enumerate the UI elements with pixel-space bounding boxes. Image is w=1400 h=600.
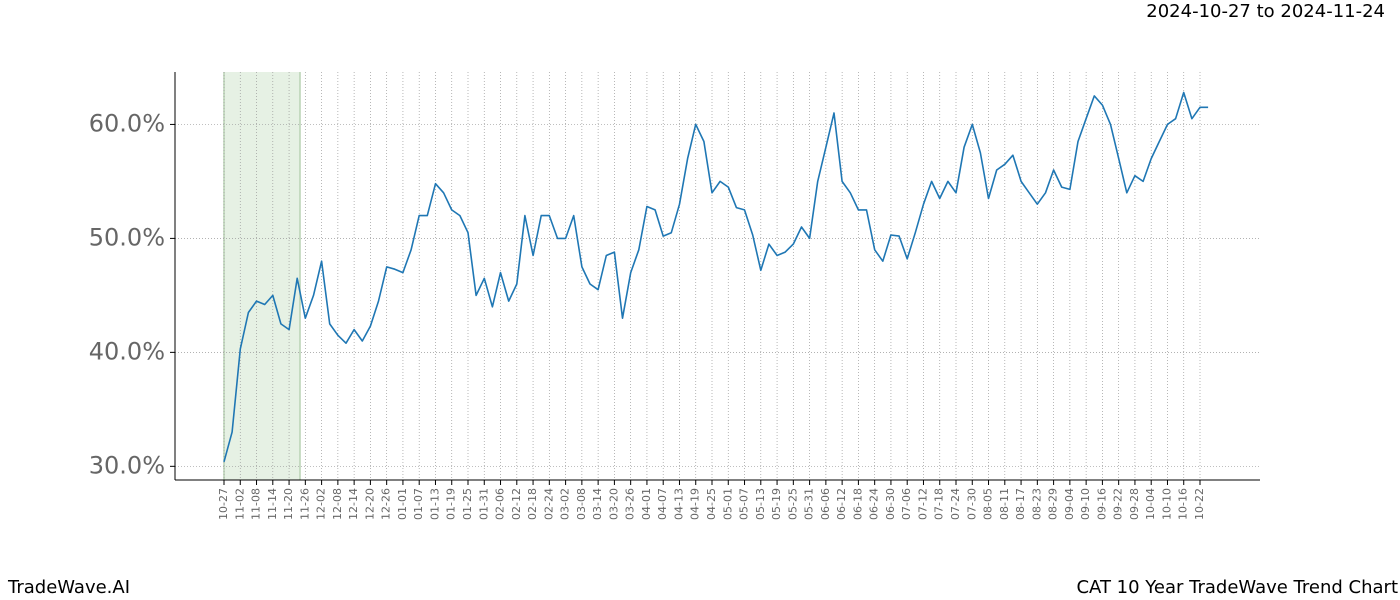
x-tick-label: 02-06 (494, 488, 507, 520)
y-tick-label: 50.0% (89, 223, 165, 251)
x-tick-label: 12-08 (331, 488, 344, 520)
x-tick-label: 05-25 (786, 488, 799, 520)
watermark: TradeWave.AI (7, 577, 130, 598)
y-tick-label: 40.0% (89, 337, 165, 365)
x-tick-label: 07-06 (900, 488, 913, 520)
x-tick-label: 08-11 (998, 488, 1011, 520)
x-tick-label: 12-14 (347, 488, 360, 520)
x-tick-label: 11-26 (298, 488, 311, 520)
x-tick-label: 06-18 (851, 488, 864, 520)
x-tick-label: 03-08 (575, 488, 588, 520)
y-tick-label: 30.0% (89, 451, 165, 479)
x-tick-label: 01-25 (461, 488, 474, 520)
x-tick-label: 01-19 (445, 488, 458, 520)
x-tick-label: 03-14 (591, 488, 604, 520)
highlight-range (224, 72, 300, 480)
x-tick-label: 12-26 (380, 488, 393, 520)
trend-line (223, 91, 1209, 463)
x-tick-label: 09-16 (1095, 488, 1108, 520)
x-tick-label: 09-04 (1063, 488, 1076, 520)
x-tick-label: 07-12 (916, 488, 929, 520)
x-tick-label: 02-24 (542, 488, 555, 520)
x-tick-label: 01-01 (396, 488, 409, 520)
x-tick-label: 06-12 (835, 488, 848, 520)
x-tick-label: 01-31 (477, 488, 490, 520)
x-tick-label: 02-12 (510, 488, 523, 520)
x-tick-label: 10-27 (217, 488, 230, 520)
x-tick-label: 11-02 (233, 488, 246, 520)
date-range: 2024-10-27 to 2024-11-24 (1146, 1, 1385, 22)
chart-title: CAT 10 Year TradeWave Trend Chart (1076, 577, 1398, 598)
x-tick-label: 01-13 (428, 488, 441, 520)
x-tick-label: 10-10 (1160, 488, 1173, 520)
x-tick-label: 07-24 (949, 488, 962, 520)
y-tick-label: 60.0% (89, 109, 165, 137)
x-tick-label: 09-22 (1112, 488, 1125, 520)
x-tick-label: 05-31 (803, 488, 816, 520)
x-tick-label: 10-04 (1144, 488, 1157, 520)
x-tick-label: 05-01 (721, 488, 734, 520)
x-tick-label: 06-24 (868, 488, 881, 520)
x-tick-label: 08-29 (1047, 488, 1060, 520)
x-tick-label: 11-08 (250, 488, 263, 520)
x-tick-label: 06-06 (819, 488, 832, 520)
x-tick-label: 04-07 (656, 488, 669, 520)
x-tick-label: 09-28 (1128, 488, 1141, 520)
x-tick-label: 03-26 (624, 488, 637, 520)
x-tick-label: 05-13 (754, 488, 767, 520)
x-tick-label: 12-20 (363, 488, 376, 520)
x-tick-label: 03-02 (559, 488, 572, 520)
x-tick-label: 12-02 (315, 488, 328, 520)
x-tick-label: 04-25 (705, 488, 718, 520)
x-tick-label: 11-14 (266, 488, 279, 520)
x-tick-label: 04-13 (672, 488, 685, 520)
x-tick-label: 06-30 (884, 488, 897, 520)
x-tick-label: 09-10 (1079, 488, 1092, 520)
x-tick-label: 07-18 (933, 488, 946, 520)
x-tick-label: 04-01 (640, 488, 653, 520)
x-tick-label: 01-07 (412, 488, 425, 520)
x-tick-label: 05-19 (770, 488, 783, 520)
x-tick-label: 10-16 (1177, 488, 1190, 520)
x-tick-label: 07-30 (965, 488, 978, 520)
x-tick-label: 08-23 (1030, 488, 1043, 520)
x-tick-label: 03-20 (607, 488, 620, 520)
x-tick-label: 08-05 (982, 488, 995, 520)
x-tick-label: 11-20 (282, 488, 295, 520)
x-tick-label: 04-19 (689, 488, 702, 520)
x-tick-label: 02-18 (526, 488, 539, 520)
x-tick-label: 10-22 (1193, 488, 1206, 520)
x-tick-label: 05-07 (738, 488, 751, 520)
x-tick-label: 08-17 (1014, 488, 1027, 520)
